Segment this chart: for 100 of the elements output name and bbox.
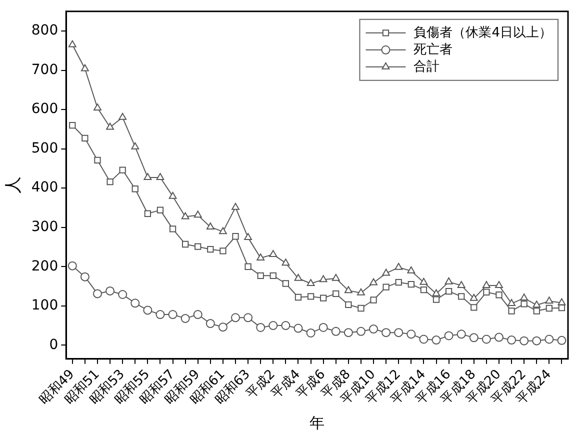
y-tick-label: 0 [49,336,58,353]
point [106,286,115,296]
point [119,166,126,174]
point [256,322,266,332]
point [533,308,540,314]
point [444,331,454,340]
point [168,310,178,320]
point [194,243,202,250]
point [344,286,352,294]
point [144,172,152,180]
point [94,156,101,164]
point [307,293,314,300]
point [545,296,554,304]
point [218,322,228,332]
point [218,227,227,234]
point [344,328,353,338]
point [269,250,278,257]
point [118,290,128,299]
point [68,40,76,48]
y-tick-label: 700 [31,62,58,78]
point [495,280,503,288]
point [382,284,390,290]
point [408,280,414,288]
point [444,277,453,284]
point [194,210,202,218]
point [557,336,566,345]
point [394,262,403,270]
point [244,313,253,322]
point [80,64,89,72]
point [281,321,290,330]
point [193,310,202,320]
point [394,328,404,338]
point [520,300,528,308]
point [268,321,278,330]
point [445,288,452,295]
point [306,279,315,286]
point [68,261,77,270]
point [118,112,127,120]
point [482,334,491,344]
point [382,268,390,276]
y-tick-label: 800 [31,22,58,39]
point [131,142,140,150]
point [332,290,340,298]
point [508,308,515,314]
point [496,292,502,298]
point [331,326,340,336]
point [482,280,490,288]
point [94,103,102,110]
point [546,304,553,312]
y-tick-label: 500 [31,140,58,156]
point [80,272,90,282]
point [257,272,264,279]
point [483,288,490,296]
point [532,300,541,308]
point [206,319,215,328]
point [420,286,428,294]
point [306,328,316,338]
point [294,274,302,281]
x-axis-title: 年 [310,414,325,432]
point [406,330,416,339]
point [282,280,290,287]
point [319,275,328,282]
point [168,192,177,199]
point [282,258,290,266]
point [207,246,214,253]
point [231,313,240,322]
point [256,253,265,260]
point [69,122,76,129]
y-tick-label: 200 [31,258,58,274]
point [332,274,340,281]
legend-label: 負傷者（休業4日以上） [414,25,552,40]
point [106,178,114,186]
point [369,324,378,334]
point [169,226,176,232]
y-axis-title: 人 [4,176,24,194]
point [532,336,542,346]
point [356,326,366,336]
point [318,322,328,332]
y-tick-label: 600 [31,101,58,118]
point [345,301,352,308]
point [143,306,152,315]
point [370,296,377,304]
legend-label: 合計 [414,59,440,74]
point [320,294,327,302]
point [244,263,252,270]
point [420,278,428,285]
point [520,336,529,346]
point [507,336,516,345]
point [432,336,441,345]
point [82,134,88,142]
point [370,278,378,286]
point [156,206,164,214]
point [156,172,164,180]
point [508,299,516,306]
y-tick-label: 100 [31,298,58,314]
point [92,289,102,298]
point [432,289,440,296]
point [106,122,114,130]
point [132,186,138,192]
point [232,233,239,240]
